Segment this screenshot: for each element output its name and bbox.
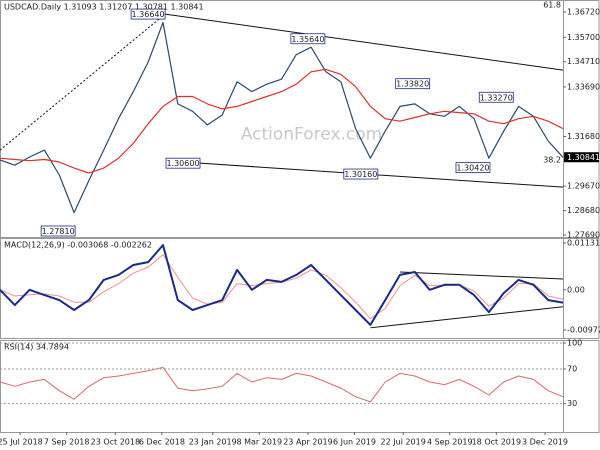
price-label-box	[290, 33, 326, 45]
x-tick-label: 4 Sep 2019	[427, 438, 473, 447]
price-label: 1.36640	[132, 10, 165, 19]
trendline	[165, 13, 564, 71]
series-line	[0, 366, 564, 403]
y-tick-label: 1.31680	[567, 132, 600, 141]
y-tick-label: 1.35700	[567, 33, 600, 42]
y-tick-label: 1.28680	[567, 206, 600, 215]
y-tick-label: 0.011313	[567, 238, 600, 247]
price-label: 1.35640	[291, 35, 324, 44]
price-label-box	[395, 78, 431, 90]
series-line	[0, 21, 564, 214]
y-tick-label: 1.27690	[567, 231, 600, 240]
last-price-box	[564, 152, 599, 163]
x-tick-label: 22 Jul 2019	[381, 438, 426, 447]
price-label: 1.27810	[42, 227, 75, 236]
price-label: 1.30600	[166, 159, 199, 168]
panel-title: RSI(14) 34.7894	[4, 343, 69, 352]
x-tick-label: 6 Dec 2018	[139, 438, 185, 447]
x-tick-label: 8 Mar 2019	[236, 438, 282, 447]
y-tick-label: -0.009729	[567, 325, 600, 334]
series-line	[0, 244, 564, 326]
series-line	[0, 68, 564, 174]
y-tick-label: 100	[567, 339, 582, 348]
y-tick-label: 0.00	[567, 285, 585, 294]
price-label: 1.33270	[480, 93, 513, 102]
price-label: 1.30160	[344, 170, 377, 179]
x-tick-label: 25 Jul 2018	[0, 438, 43, 447]
trendline	[0, 13, 166, 151]
price-label-box	[343, 168, 379, 180]
trendline	[400, 271, 564, 280]
x-tick-label: 23 Jan 2019	[189, 438, 237, 447]
fib-label: 61.8	[543, 1, 561, 10]
trendline	[199, 162, 564, 188]
price-label: 1.33820	[396, 80, 429, 89]
y-tick-label: 70	[567, 365, 577, 374]
y-tick-label: 1.33690	[567, 82, 600, 91]
panel-frame	[0, 340, 564, 433]
panel-title: USDCAD.Daily 1.31093 1.31207 1.30781 1.3…	[4, 3, 204, 12]
y-tick-label: 1.29670	[567, 182, 600, 191]
price-label-box	[165, 157, 201, 169]
fib-label: 38.2	[543, 155, 561, 164]
panel-title: MACD(12,26,9) -0.003068 -0.002262	[4, 241, 152, 250]
axis-frame	[563, 238, 600, 339]
price-label-box	[478, 91, 514, 103]
x-tick-label: 23 Apr 2019	[283, 438, 332, 447]
watermark: ActionForex.com	[241, 125, 382, 145]
price-label-box	[455, 162, 491, 174]
panel-frame	[0, 0, 564, 238]
price-label-box	[130, 8, 166, 20]
y-tick-label: 1.36720	[567, 8, 600, 17]
axis-frame	[563, 0, 600, 238]
x-tick-label: 23 Oct 2018	[91, 438, 140, 447]
x-tick-label: 6 Jun 2019	[333, 438, 376, 447]
axis-frame	[563, 340, 600, 433]
price-label-box	[40, 225, 76, 237]
trendline	[370, 306, 564, 329]
x-tick-label: 7 Sep 2018	[44, 438, 90, 447]
panel-frame	[0, 238, 564, 339]
y-tick-label: 1.34710	[567, 57, 600, 66]
price-label: 1.30420	[456, 164, 489, 173]
x-tick-label: 3 Dec 2019	[522, 438, 568, 447]
last-price: 1.30841	[567, 153, 600, 162]
series-line	[0, 254, 564, 320]
x-tick-label: 18 Oct 2019	[472, 438, 521, 447]
y-tick-label: 30	[567, 399, 577, 408]
